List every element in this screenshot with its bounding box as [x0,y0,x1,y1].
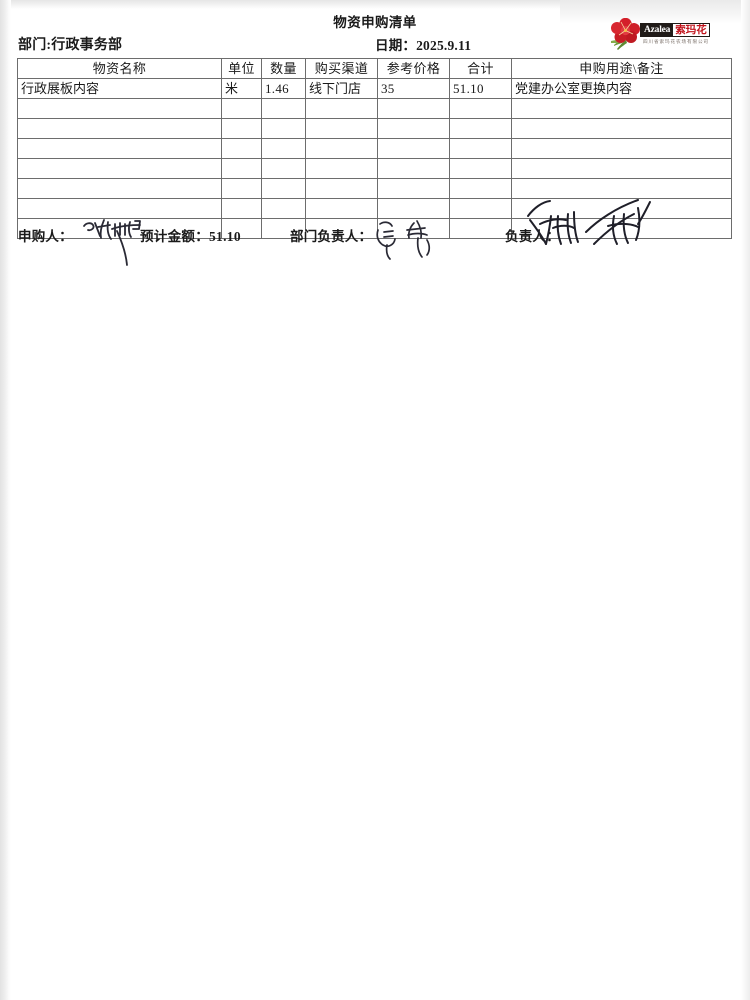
remark-cell [511,118,732,139]
remark-cell [511,138,732,159]
column-header-qty: 数量 [261,58,306,79]
channel-cell [305,198,378,219]
unit-cell [221,118,262,139]
channel-cell: 线下门店 [305,78,378,99]
channel-cell [305,178,378,199]
logo-subtitle: 四川省索玛花农场有限公司 [643,40,709,45]
price-cell: 35 [377,78,450,99]
table-row: 行政展板内容米 1.46 线下门店 35 51.10 党建办公室更换内容 [17,78,732,99]
company-logo: Azalea 索玛花 四川省索玛花农场有限公司 [607,17,735,53]
remark-cell [511,158,732,179]
price-cell [377,158,450,179]
remark-cell [511,98,732,119]
applicant-label: 申购人： [18,229,73,244]
name-cell [17,158,222,179]
qty-cell [261,98,306,119]
table-row [17,198,732,219]
channel-cell [305,118,378,139]
table-row [17,118,732,139]
total-cell [449,98,512,119]
unit-cell [221,138,262,159]
total-cell [449,158,512,179]
unit-cell [221,198,262,219]
scan-shadow-top-right [560,0,750,24]
date-line: 日期：2025.9.11 [375,38,472,53]
channel-cell [305,98,378,119]
column-header-name: 物资名称 [17,58,222,79]
page-title: 物资申购清单 [333,15,417,31]
unit-cell [221,178,262,199]
table-row [17,178,732,199]
logo-name-bar: Azalea 索玛花 [640,23,710,37]
signature-row: 申购人： 预计金额：51.10 部门负责人： 负责人： [0,199,750,266]
qty-cell [261,198,306,219]
price-cell [377,138,450,159]
estimated-amount: 预计金额：51.10 [140,229,241,244]
table-header-row: 物资名称 单位 数量 购买渠道 参考价格 合计 申购用途\备注 [17,58,732,79]
name-cell [17,98,222,119]
unit-cell [221,98,262,119]
logo-name-en: Azalea [640,23,674,37]
qty-cell [261,138,306,159]
total-cell [449,178,512,199]
column-header-unit: 单位 [221,58,262,79]
name-cell: 行政展板内容 [17,78,222,99]
channel-cell [305,158,378,179]
table-body: 行政展板内容米 1.46 线下门店 35 51.10 党建办公室更换内容 [17,78,732,239]
name-cell [17,118,222,139]
column-header-price: 参考价格 [377,58,450,79]
total-cell [449,118,512,139]
qty-cell: 1.46 [261,78,306,99]
channel-cell [305,138,378,159]
name-cell [17,178,222,199]
remark-cell: 党建办公室更换内容 [511,78,732,99]
dept-head-label: 部门负责人： [290,229,373,244]
document-header: 物资申购清单 部门:行政事务部 日期：2025.9.11 [0,0,750,56]
scan-edge-left [0,0,11,1000]
azalea-flower-icon [611,18,640,50]
table-row [17,98,732,119]
price-cell [377,98,450,119]
total-cell: 51.10 [449,78,512,99]
column-header-total: 合计 [449,58,512,79]
department-line: 部门:行政事务部 [18,38,123,53]
responsible-person-label: 负责人： [505,229,560,244]
qty-cell [261,158,306,179]
logo-name-cn: 索玛花 [673,23,710,37]
price-cell [377,198,450,219]
name-cell [17,198,222,219]
table-row [17,138,732,159]
column-header-channel: 购买渠道 [305,58,378,79]
column-header-remark: 申购用途\备注 [511,58,732,79]
qty-cell [261,178,306,199]
price-cell [377,178,450,199]
goods-requisition-table: 物资名称 单位 数量 购买渠道 参考价格 合计 申购用途\备注 行政展板内容米 1… [17,58,732,239]
scan-edge-top [0,0,750,9]
unit-cell [221,158,262,179]
scan-edge-right [741,0,750,1000]
remark-cell [511,178,732,199]
remark-cell [511,198,732,219]
name-cell [17,138,222,159]
qty-cell [261,118,306,139]
unit-cell: 米 [221,78,262,99]
total-cell [449,198,512,219]
total-cell [449,138,512,159]
price-cell [377,118,450,139]
table-row [17,158,732,179]
